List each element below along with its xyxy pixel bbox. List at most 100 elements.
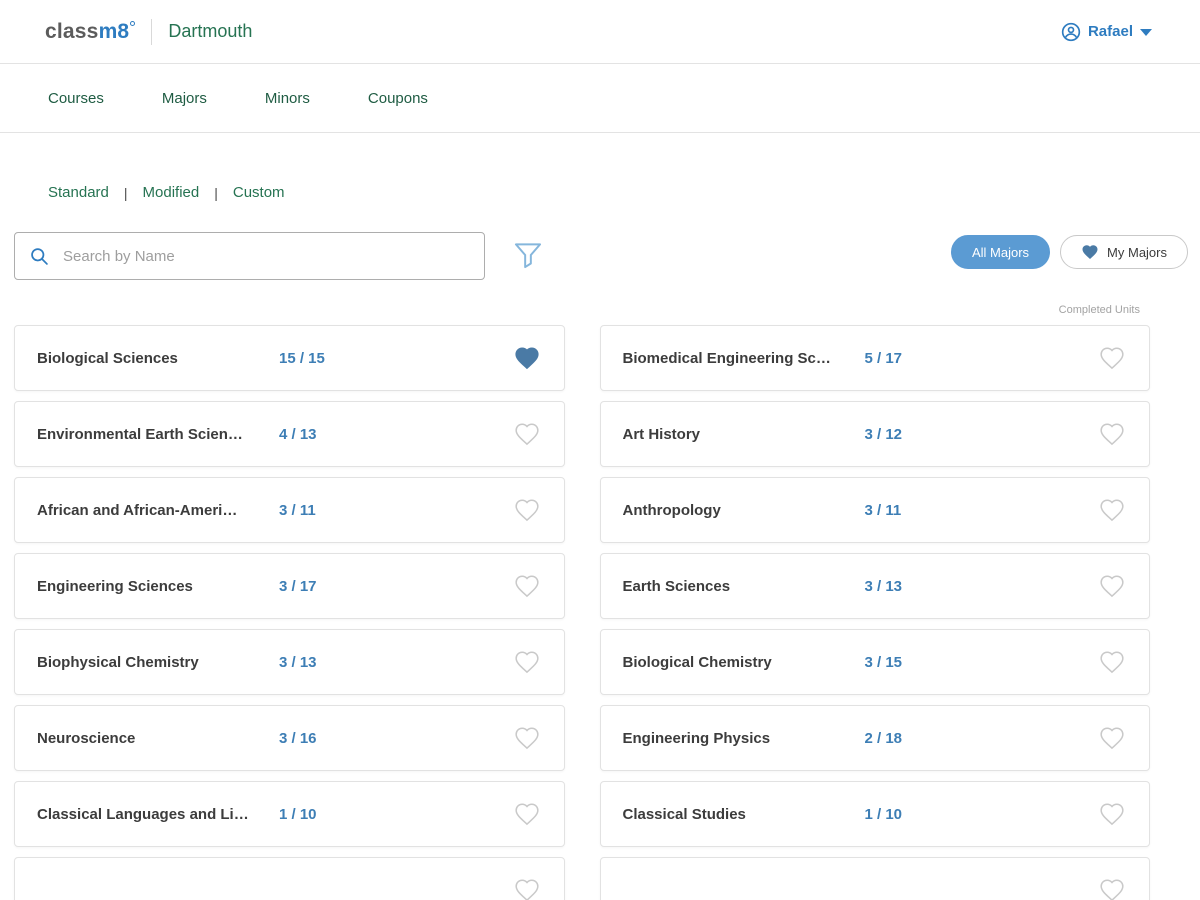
search-icon: [31, 247, 48, 265]
header-divider: [151, 18, 153, 45]
heart-icon: [1100, 499, 1124, 522]
units-value: 3 / 17: [279, 577, 317, 595]
heart-icon: [1100, 347, 1124, 370]
filter-funnel-icon: [514, 243, 542, 269]
major-name: African and African-Ameri…: [37, 501, 238, 519]
logo-mark-icon: [130, 20, 136, 26]
major-card[interactable]: Anthropology 3 / 11: [599, 477, 1150, 543]
mode-switcher: Standard | Modified | Custom: [48, 184, 1188, 201]
user-menu[interactable]: Rafael: [1061, 22, 1152, 42]
majors-column-left: Biological Sciences 15 / 15 Environmenta…: [14, 325, 565, 900]
favorite-button[interactable]: [1099, 725, 1125, 751]
favorite-button[interactable]: [514, 877, 540, 900]
heart-icon: [1082, 245, 1098, 260]
major-name: Earth Sciences: [622, 577, 731, 595]
favorite-button[interactable]: [1099, 801, 1125, 827]
heart-icon: [514, 651, 539, 674]
mode-standard[interactable]: Standard: [48, 184, 109, 201]
major-card[interactable]: Engineering Sciences 3 / 17: [14, 553, 565, 619]
heart-icon: [514, 575, 539, 598]
search-box: [14, 232, 485, 280]
search-input[interactable]: [63, 247, 470, 265]
search-toolbar: All Majors My Majors: [14, 232, 1188, 280]
logo-text-m8: m8: [98, 19, 130, 43]
major-card[interactable]: Biological Chemistry 3 / 15: [599, 629, 1150, 695]
app-header: class m8 Dartmouth Rafael: [0, 0, 1200, 64]
tab-coupons[interactable]: Coupons: [367, 89, 428, 107]
major-card[interactable]: Art History 3 / 12: [599, 401, 1150, 467]
heart-icon: [514, 803, 539, 826]
favorite-button[interactable]: [514, 725, 540, 751]
major-card[interactable]: [14, 857, 565, 900]
major-name: Neuroscience: [37, 729, 136, 747]
major-card[interactable]: Earth Sciences 3 / 13: [599, 553, 1150, 619]
major-card[interactable]: Classical Languages and Li… 1 / 10: [14, 781, 565, 847]
major-name: Classical Languages and Li…: [37, 805, 249, 823]
favorite-button[interactable]: [514, 801, 540, 827]
units-value: 3 / 11: [864, 501, 902, 519]
page-content: Standard | Modified | Custom All Majors: [0, 184, 1200, 900]
heart-icon: [1100, 423, 1124, 446]
favorite-button[interactable]: [1099, 649, 1125, 675]
major-card[interactable]: Biomedical Engineering Sc… 5 / 17: [599, 325, 1150, 391]
major-name: Anthropology: [622, 501, 721, 519]
favorite-button[interactable]: [514, 421, 540, 447]
mode-separator: |: [123, 184, 128, 201]
mode-separator: |: [214, 184, 218, 201]
heart-icon: [1100, 575, 1124, 598]
major-name: Engineering Sciences: [37, 577, 193, 595]
filter-button[interactable]: [511, 238, 545, 275]
all-majors-button[interactable]: All Majors: [950, 235, 1051, 269]
favorite-button[interactable]: [1099, 573, 1125, 599]
tab-majors[interactable]: Majors: [161, 89, 207, 107]
favorite-button[interactable]: [1099, 497, 1125, 523]
major-card[interactable]: Engineering Physics 2 / 18: [599, 705, 1150, 771]
favorite-button[interactable]: [514, 497, 540, 523]
major-card[interactable]: African and African-Ameri… 3 / 11: [14, 477, 565, 543]
favorite-button[interactable]: [1099, 421, 1125, 447]
units-value: 3 / 13: [864, 577, 903, 595]
user-name: Rafael: [1087, 23, 1133, 40]
favorite-button[interactable]: [514, 345, 540, 371]
units-value: 5 / 17: [864, 349, 903, 367]
major-card[interactable]: Neuroscience 3 / 16: [14, 705, 565, 771]
units-value: 1 / 10: [864, 805, 903, 823]
tab-courses[interactable]: Courses: [48, 89, 104, 107]
favorite-button[interactable]: [1099, 345, 1125, 371]
units-value: 3 / 11: [279, 501, 316, 519]
majors-columns: Biological Sciences 15 / 15 Environmenta…: [14, 325, 1150, 900]
favorite-button[interactable]: [1099, 877, 1125, 900]
my-majors-label: My Majors: [1107, 244, 1167, 260]
tab-minors[interactable]: Minors: [264, 89, 310, 107]
major-name: Biological Chemistry: [622, 653, 772, 671]
major-card[interactable]: [599, 857, 1150, 900]
mode-custom[interactable]: Custom: [232, 184, 285, 201]
major-card[interactable]: Environmental Earth Scien… 4 / 13: [14, 401, 565, 467]
main-nav: Courses Majors Minors Coupons: [0, 64, 1200, 133]
heart-icon: [1100, 727, 1124, 750]
favorite-button[interactable]: [514, 573, 540, 599]
favorite-button[interactable]: [514, 649, 540, 675]
units-value: 3 / 13: [279, 653, 317, 671]
units-value: 2 / 18: [864, 729, 903, 747]
school-name: Dartmouth: [168, 21, 253, 41]
major-name: Classical Studies: [622, 805, 746, 823]
heart-icon: [1100, 879, 1124, 900]
majors-column-right: Biomedical Engineering Sc… 5 / 17 Art Hi…: [599, 325, 1150, 900]
units-value: 15 / 15: [279, 349, 325, 367]
units-value: 3 / 15: [864, 653, 903, 671]
heart-icon: [1100, 803, 1124, 826]
chevron-down-icon: [1140, 29, 1152, 36]
majors-list-section: Completed Units Biological Sciences 15 /…: [14, 304, 1150, 900]
app-logo: class m8: [45, 19, 136, 44]
units-value: 3 / 12: [864, 425, 903, 443]
major-card[interactable]: Biological Sciences 15 / 15: [14, 325, 565, 391]
heart-icon: [514, 727, 539, 750]
major-name: Engineering Physics: [622, 729, 771, 747]
my-majors-button[interactable]: My Majors: [1060, 235, 1188, 269]
mode-modified[interactable]: Modified: [142, 184, 200, 201]
major-card[interactable]: Biophysical Chemistry 3 / 13: [14, 629, 565, 695]
completed-units-label: Completed Units: [1058, 304, 1140, 316]
heart-icon: [1100, 651, 1124, 674]
major-card[interactable]: Classical Studies 1 / 10: [599, 781, 1150, 847]
